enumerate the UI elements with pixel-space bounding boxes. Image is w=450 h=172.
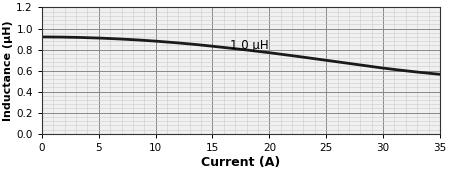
Y-axis label: Inductance (μH): Inductance (μH) <box>4 20 13 121</box>
X-axis label: Current (A): Current (A) <box>201 155 280 169</box>
Text: 1.0 μH: 1.0 μH <box>230 39 268 52</box>
